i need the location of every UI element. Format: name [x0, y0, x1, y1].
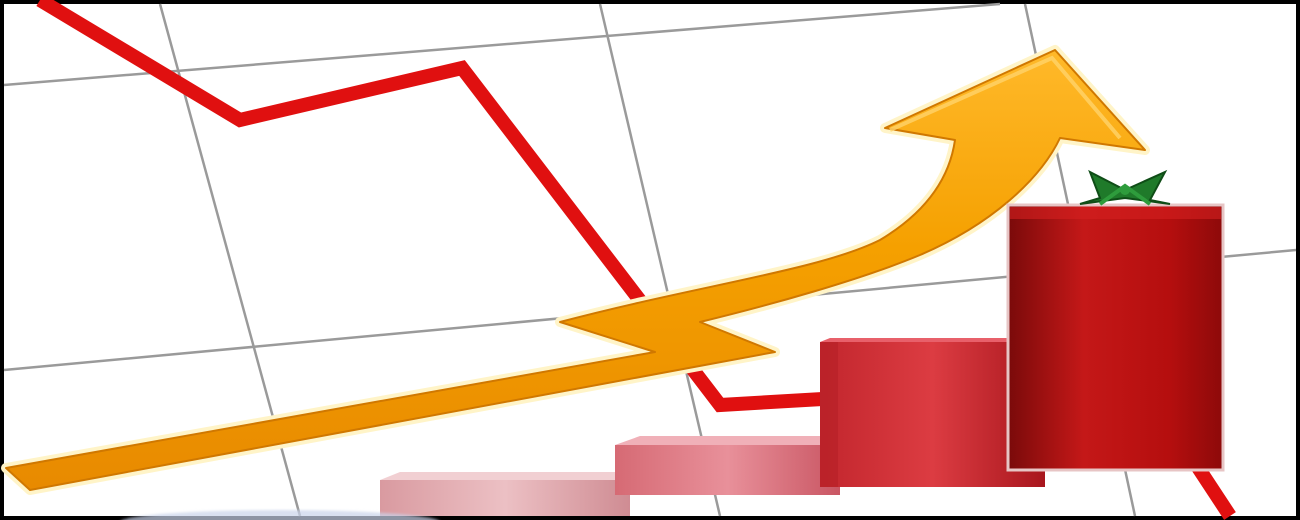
- rising-arrow-icon: [1, 45, 1150, 495]
- bar-2: [615, 436, 850, 495]
- grid-vertical-line: [598, 3, 722, 517]
- ribbon-bow-icon: [1079, 169, 1171, 206]
- bar-4: [1006, 203, 1225, 472]
- partial-shape: [122, 510, 438, 520]
- bar-1: [380, 472, 640, 516]
- bar-chart-icon: [380, 203, 1225, 516]
